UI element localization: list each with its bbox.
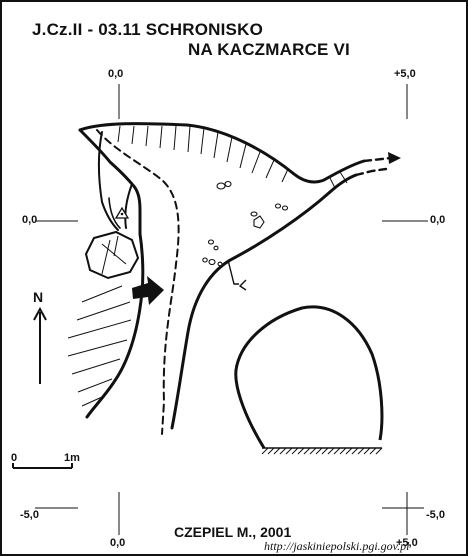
grid-ticks bbox=[35, 84, 428, 535]
author-credit: CZEPIEL M., 2001 bbox=[174, 524, 292, 540]
grid-label-top-right: +5,0 bbox=[394, 68, 416, 80]
grid-label-top-left: 0,0 bbox=[108, 68, 124, 80]
passage-continues-arrow-icon bbox=[388, 152, 401, 164]
grid-label-bottom-x-right: +5,0 bbox=[396, 537, 418, 549]
cross-section-profile bbox=[234, 305, 384, 455]
map-title-line-1: J.Cz.II - 03.11 SCHRONISKO bbox=[32, 20, 263, 39]
boulder bbox=[84, 230, 140, 280]
scale-bar bbox=[12, 463, 73, 469]
source-url[interactable]: http://jaskiniepolski.pgi.gov.pl bbox=[264, 539, 410, 553]
grid-label-bottom-right: -5,0 bbox=[426, 509, 445, 521]
section-marker bbox=[227, 259, 247, 291]
north-label: N bbox=[33, 289, 44, 305]
grid-label-bottom-left: -5,0 bbox=[20, 509, 39, 521]
rubble-stones bbox=[202, 180, 289, 267]
scale-label-1m: 1m bbox=[64, 452, 80, 464]
grid-label-mid-left: 0,0 bbox=[22, 214, 38, 226]
rockfall-warning-icon bbox=[114, 206, 130, 219]
cave-outline bbox=[78, 122, 392, 435]
ceiling-hatching bbox=[117, 125, 348, 189]
scale-label-zero: 0 bbox=[11, 452, 18, 464]
entrance-arrow-icon bbox=[132, 276, 164, 305]
slope-hatching bbox=[67, 285, 132, 407]
grid-label-mid-right: 0,0 bbox=[430, 214, 446, 226]
north-arrow-icon bbox=[33, 306, 47, 384]
grid-label-bottom-x-left: 0,0 bbox=[110, 537, 126, 549]
map-title-line-2: NA KACZMARCE VI bbox=[188, 40, 350, 59]
